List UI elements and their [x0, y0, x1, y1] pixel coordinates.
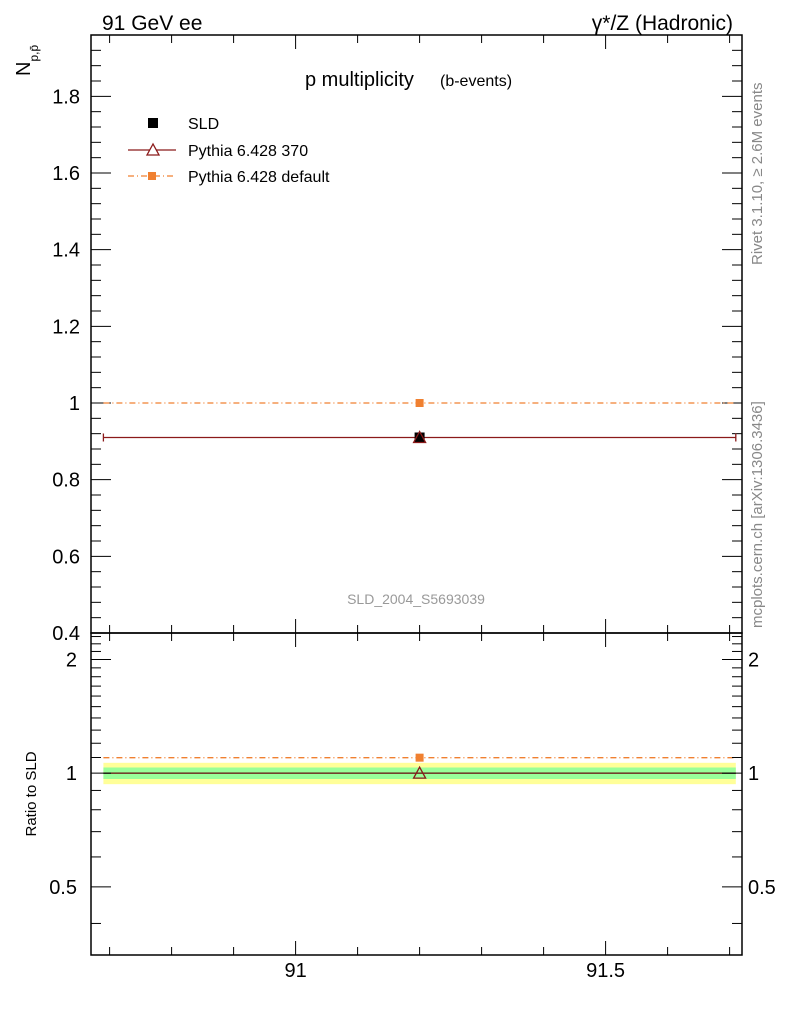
ratio-y-tick-label: 2 [66, 649, 77, 671]
rivet-version-label: Rivet 3.1.10, ≥ 2.6M events [749, 83, 766, 266]
ratio-y-axis-label: Ratio to SLD [23, 751, 40, 836]
legend-pythia-default-marker [148, 172, 156, 180]
y-tick-label: 1.8 [52, 86, 80, 108]
ratio-y-tick-label-right: 1 [748, 763, 759, 785]
ratio-y-tick-label-right: 2 [748, 649, 759, 671]
pythia-default-point [415, 399, 424, 407]
ratio-y-tick-label-right: 0.5 [748, 877, 776, 899]
x-tick-label: 91.5 [586, 960, 625, 982]
ratio-panel: 0.5 0.5 1 1 2 2 91 91.5 Ratio to SLD [23, 632, 776, 982]
y-tick-label: 1.2 [52, 316, 80, 338]
ratio-data-marks [103, 753, 736, 779]
ratio-y-tick-label: 1 [66, 763, 77, 785]
analysis-label: SLD_2004_S5693039 [347, 591, 485, 607]
y-tick-label: 1 [69, 393, 80, 415]
process-label: γ*/Z (Hadronic) [592, 12, 733, 35]
sld-data-point [414, 432, 425, 443]
ratio-frame [90, 632, 743, 956]
legend-sld-label: SLD [188, 116, 219, 133]
pythia-370-point [412, 430, 427, 444]
y-tick-label: 0.8 [52, 470, 80, 492]
plot-title: p multiplicity [305, 69, 414, 91]
main-axis-ticks: 0.4 0.6 0.8 1 1.2 1.4 1.6 1.8 [52, 34, 742, 645]
y-axis-label-main: N [13, 62, 35, 76]
ratio-pythia-default-point [415, 753, 424, 762]
y-tick-label: 0.4 [52, 623, 80, 645]
main-data-marks [102, 399, 737, 444]
ratio-pythia-370-point [412, 765, 427, 779]
legend: SLD Pythia 6.428 370 Pythia 6.428 defaul… [128, 116, 330, 186]
plot-subtitle: (b-events) [440, 73, 512, 90]
y-axis-label-sub: p,p̄ [27, 45, 41, 62]
mcplots-label: mcplots.cern.ch [arXiv:1306.3436] [749, 401, 766, 628]
y-tick-label: 0.6 [52, 546, 80, 568]
ratio-y-tick-label: 0.5 [49, 877, 77, 899]
x-tick-label: 91 [284, 960, 306, 982]
y-axis-label: Np,p̄ [13, 45, 41, 76]
legend-sld-marker [148, 118, 158, 128]
energy-label: 91 GeV ee [102, 12, 202, 35]
ratio-axis-ticks: 0.5 0.5 1 1 2 2 91 91.5 [49, 633, 776, 982]
legend-pythia370-label: Pythia 6.428 370 [188, 143, 308, 160]
legend-pythia-default-label: Pythia 6.428 default [188, 169, 330, 186]
y-tick-label: 1.6 [52, 163, 80, 185]
y-tick-label: 1.4 [52, 240, 80, 262]
legend-pythia370-marker [145, 142, 161, 156]
main-panel: p multiplicity (b-events) Np,p̄ SLD_2004… [13, 34, 743, 645]
